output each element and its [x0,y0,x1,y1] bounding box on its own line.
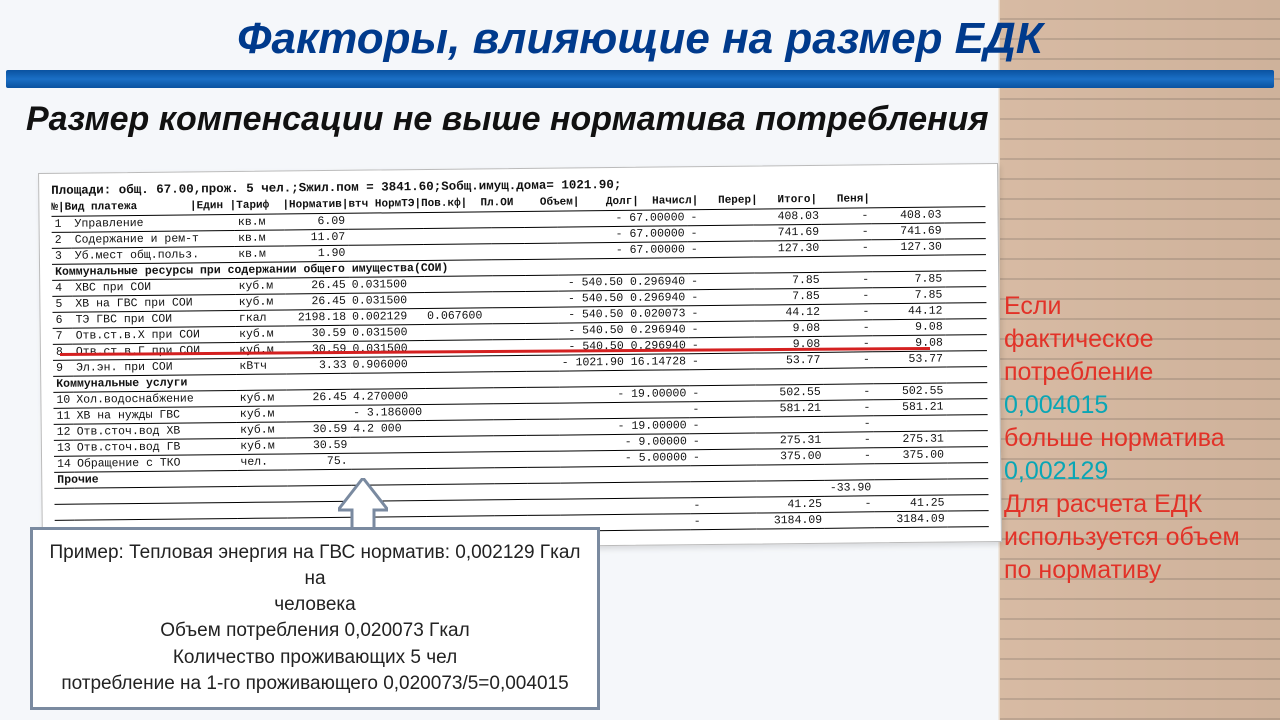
bill-table: 1Управлениекв.м6.09- 67.00000-408.03-408… [52,207,989,537]
slide-subtitle: Размер компенсации не выше норматива пот… [0,94,1280,149]
side-text: Если [1004,290,1264,323]
side-text: потребление [1004,356,1264,389]
callout-line: потребление на 1-го проживающего 0,02007… [47,671,583,697]
side-text: Для расчета ЕДК [1004,488,1264,521]
side-text: используется объем [1004,521,1264,554]
example-callout: Пример: Тепловая энергия на ГВС норматив… [30,527,600,710]
utility-bill-document: Площади: общ. 67.00,прож. 5 чел.;Sжил.по… [38,163,1002,552]
side-text: больше норматива [1004,422,1264,455]
decorative-bar [6,70,1274,88]
side-text: фактическое [1004,323,1264,356]
side-value: 0,002129 [1004,455,1264,488]
callout-line: человека [47,592,583,618]
side-explanation: Если фактическое потребление 0,004015 бо… [1004,290,1264,587]
slide-title: Факторы, влияющие на размер ЕДК [0,0,1280,70]
callout-line: Пример: Тепловая энергия на ГВС норматив… [47,540,583,592]
side-value: 0,004015 [1004,389,1264,422]
side-text: по нормативу [1004,554,1264,587]
callout-line: Количество проживающих 5 чел [47,645,583,671]
callout-line: Объем потребления 0,020073 Гкал [47,618,583,644]
